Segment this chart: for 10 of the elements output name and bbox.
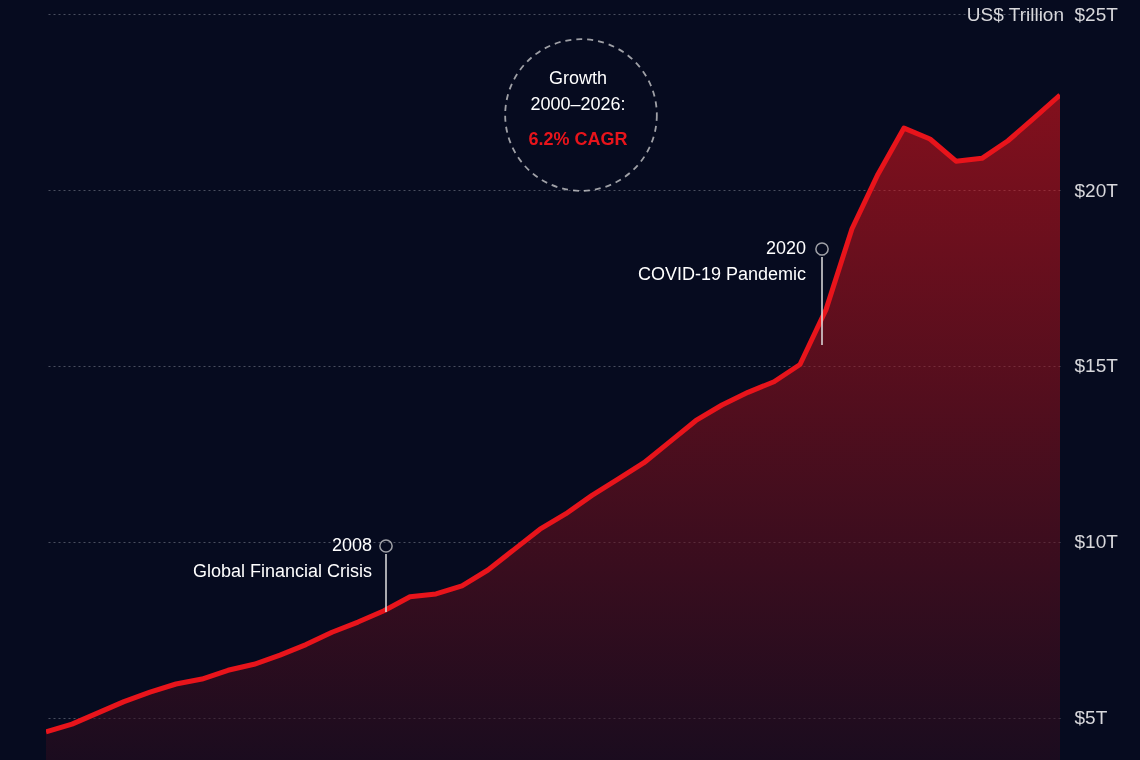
annotation: 6.2% CAGR <box>528 129 628 149</box>
annotation: 2020 COVID-19 Pandemic <box>637 238 806 284</box>
y-tick-label: $20T <box>1074 179 1119 201</box>
y-tick-label: $25T <box>1074 3 1119 25</box>
y-tick-label: $5T <box>1074 707 1108 729</box>
y-axis-title: US$ Trillion <box>966 4 1064 25</box>
annotation: 2008 Global Financial Crisis <box>192 535 372 581</box>
y-tick-label: $10T <box>1074 531 1119 553</box>
y-tick-label: $15T <box>1074 355 1119 377</box>
annotation: Growth 2000–2026: <box>530 68 626 114</box>
